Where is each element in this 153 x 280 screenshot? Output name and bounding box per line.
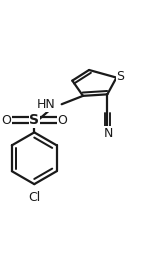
- Text: S: S: [116, 70, 124, 83]
- Text: S: S: [29, 113, 39, 127]
- Text: HN: HN: [37, 99, 56, 111]
- Text: O: O: [1, 114, 11, 127]
- Text: Cl: Cl: [28, 191, 40, 204]
- Text: N: N: [104, 127, 114, 140]
- Text: O: O: [58, 114, 67, 127]
